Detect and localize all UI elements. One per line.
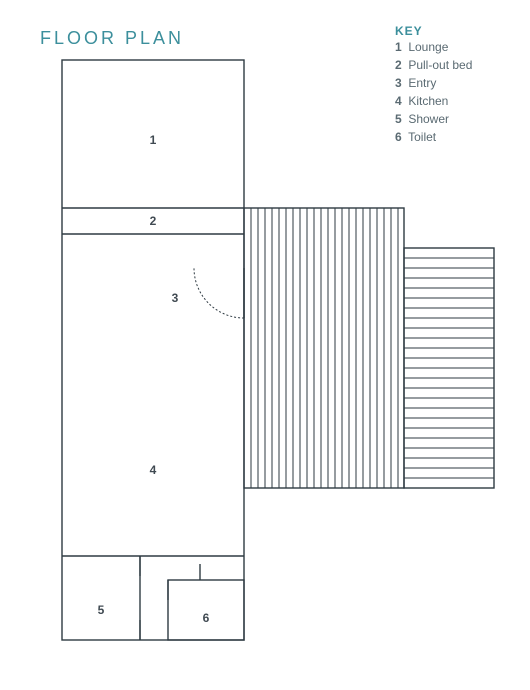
room-label-kitchen: 4 (150, 463, 157, 477)
room-label-lounge: 1 (150, 133, 157, 147)
floor-plan-page: FLOOR PLAN KEY 1 Lounge2 Pull-out bed3 E… (0, 0, 530, 690)
room-label-toilet: 6 (203, 611, 210, 625)
floor-plan-drawing (0, 0, 530, 690)
room-label-shower: 5 (98, 603, 105, 617)
room-label-entry: 3 (172, 291, 179, 305)
room-label-bed: 2 (150, 214, 157, 228)
